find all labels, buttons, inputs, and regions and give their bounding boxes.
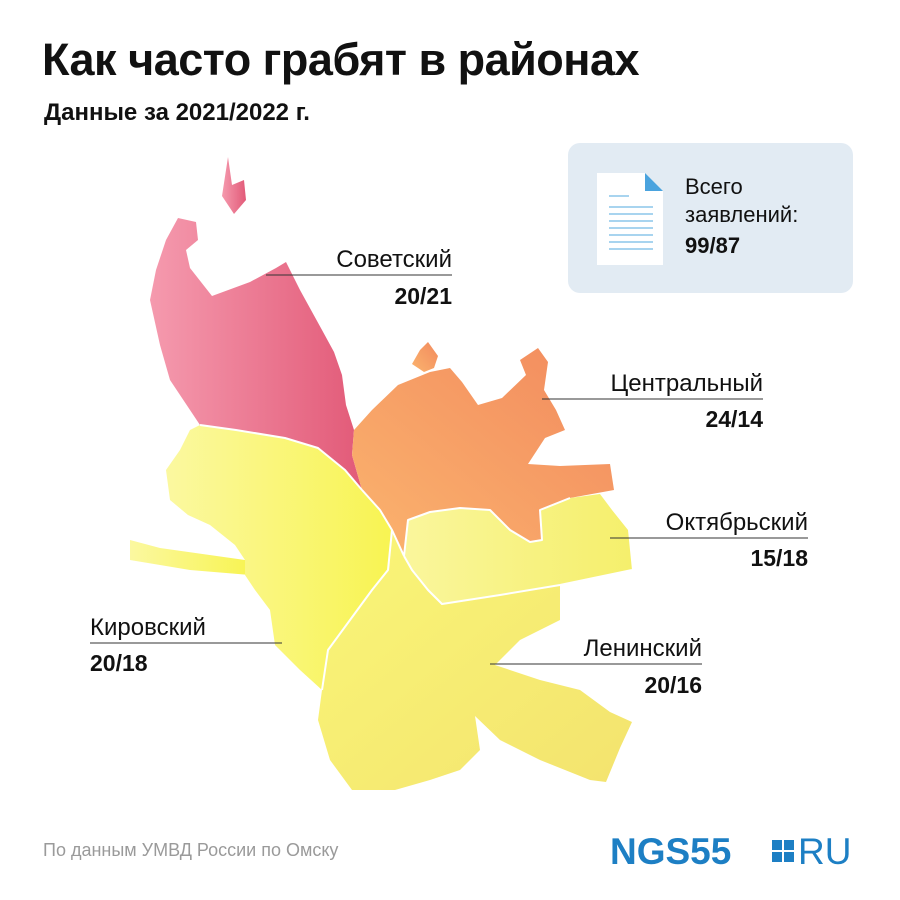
label-centralny: Центральный: [610, 370, 763, 397]
page-subtitle: Данные за 2021/2022 г.: [44, 99, 310, 126]
value-leninsky: 20/16: [644, 672, 702, 698]
value-kirovsky: 20/18: [90, 650, 148, 676]
district-kirovsky: [130, 425, 392, 690]
source-note: По данным УМВД России по Омску: [43, 840, 339, 860]
value-oktyabrsky: 15/18: [750, 545, 808, 571]
logo-suffix: RU: [798, 832, 851, 872]
district-borders: [199, 424, 633, 691]
total-label: Всего заявлений:: [685, 174, 799, 227]
logo-text: NGS55: [610, 832, 731, 872]
district-centralny: [352, 342, 614, 556]
district-sovetsky: [150, 157, 362, 490]
value-sovetsky: 20/21: [394, 283, 452, 309]
ngs55-logo[interactable]: NGS55 RU: [610, 832, 860, 872]
page-title: Как часто грабят в районах: [42, 34, 640, 85]
label-sovetsky: Советский: [336, 246, 452, 273]
total-value: 99/87: [685, 233, 741, 258]
total-card: Всего заявлений: 99/87: [568, 143, 853, 293]
district-leninsky: [318, 530, 632, 790]
label-kirovsky: Кировский: [90, 614, 206, 641]
district-oktyabrsky: [404, 494, 632, 604]
leader-lines: [90, 274, 808, 665]
value-centralny: 24/14: [705, 406, 763, 432]
label-leninsky: Ленинский: [583, 635, 702, 662]
document-icon: [597, 173, 663, 265]
label-oktyabrsky: Октябрьский: [665, 509, 808, 536]
